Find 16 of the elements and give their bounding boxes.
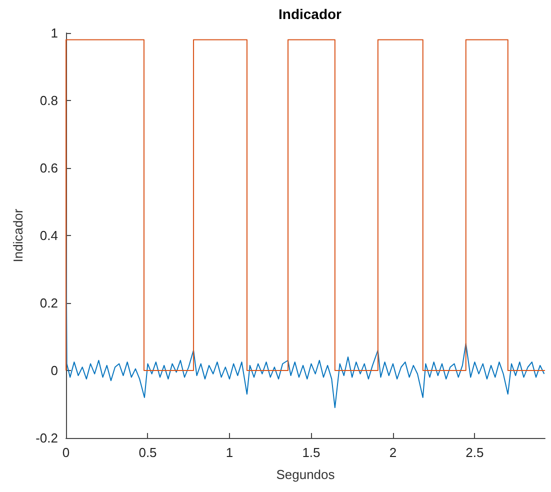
x-tick-label: 1	[226, 445, 234, 460]
x-tick-label: 2	[389, 445, 397, 460]
y-tick-label: 0.4	[40, 228, 58, 243]
x-tick-label: 0.5	[138, 445, 157, 460]
y-tick-label: 0	[50, 363, 58, 378]
chart-title: Indicador	[278, 6, 342, 22]
y-tick-label: 0.2	[40, 296, 58, 310]
x-tick-label: 1.5	[302, 445, 320, 460]
y-tick-label: 0.6	[40, 160, 58, 176]
x-tick-label: 2.5	[466, 445, 484, 460]
y-tick-label: 0.8	[40, 93, 58, 108]
y-axis-title: Indicador	[10, 208, 26, 262]
x-tick-label: 0	[62, 445, 70, 460]
x-axis-title: Segundos	[276, 467, 336, 482]
y-tick-label: -0.2	[36, 430, 58, 446]
y-tick-label: 1	[50, 26, 58, 40]
